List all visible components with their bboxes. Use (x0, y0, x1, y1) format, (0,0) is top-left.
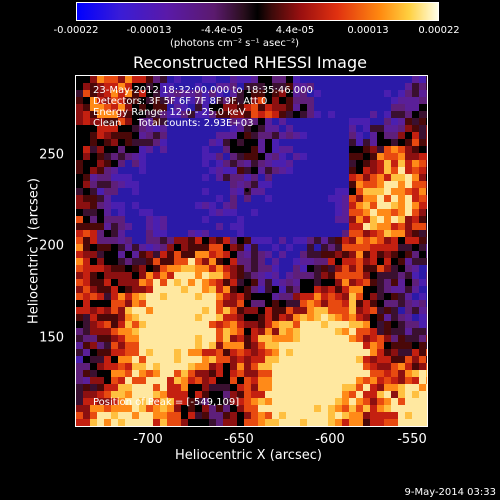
colorbar-tick: 4.4e-05 (275, 25, 315, 36)
x-tick-label: -600 (315, 432, 345, 447)
colorbar-tick: 0.00013 (347, 25, 389, 36)
y-tick-label: 250 (39, 147, 64, 163)
x-tick-label: -700 (133, 432, 163, 447)
timestamp: 9-May-2014 03:33 (404, 487, 496, 498)
colorbar-tick: -0.00022 (53, 25, 99, 36)
x-tick-label: -650 (224, 432, 254, 447)
colorbar-tick: -0.00013 (126, 25, 172, 36)
info-clean-counts: Clean Total counts: 2.93E+03 (93, 118, 254, 129)
x-axis-label: Heliocentric X (arcsec) (175, 448, 322, 463)
info-time-range: 23-May-2012 18:32:00.000 to 18:35:46.000 (93, 85, 313, 96)
info-energy-range: Energy Range: 12.0 - 25.0 keV (93, 107, 246, 118)
colorbar (76, 2, 439, 21)
colorbar-tick: -4.4e-05 (201, 25, 243, 36)
colorbar-unit: (photons cm⁻² s⁻¹ asec⁻²) (170, 38, 300, 49)
colorbar-tick: 0.00022 (418, 25, 460, 36)
y-tick-label: 150 (39, 330, 64, 346)
x-tick-label: -550 (397, 432, 427, 447)
peak-position: Position of Peak = [-549,109] (93, 397, 240, 408)
plot-title: Reconstructed RHESSI Image (133, 53, 367, 72)
y-tick-label: 200 (39, 238, 64, 254)
rhessi-image (75, 75, 428, 427)
y-axis-label: Heliocentric Y (arcsec) (26, 178, 42, 324)
info-detectors: Detectors: 3F 5F 6F 7F 8F 9F, Att 0 (93, 96, 268, 107)
